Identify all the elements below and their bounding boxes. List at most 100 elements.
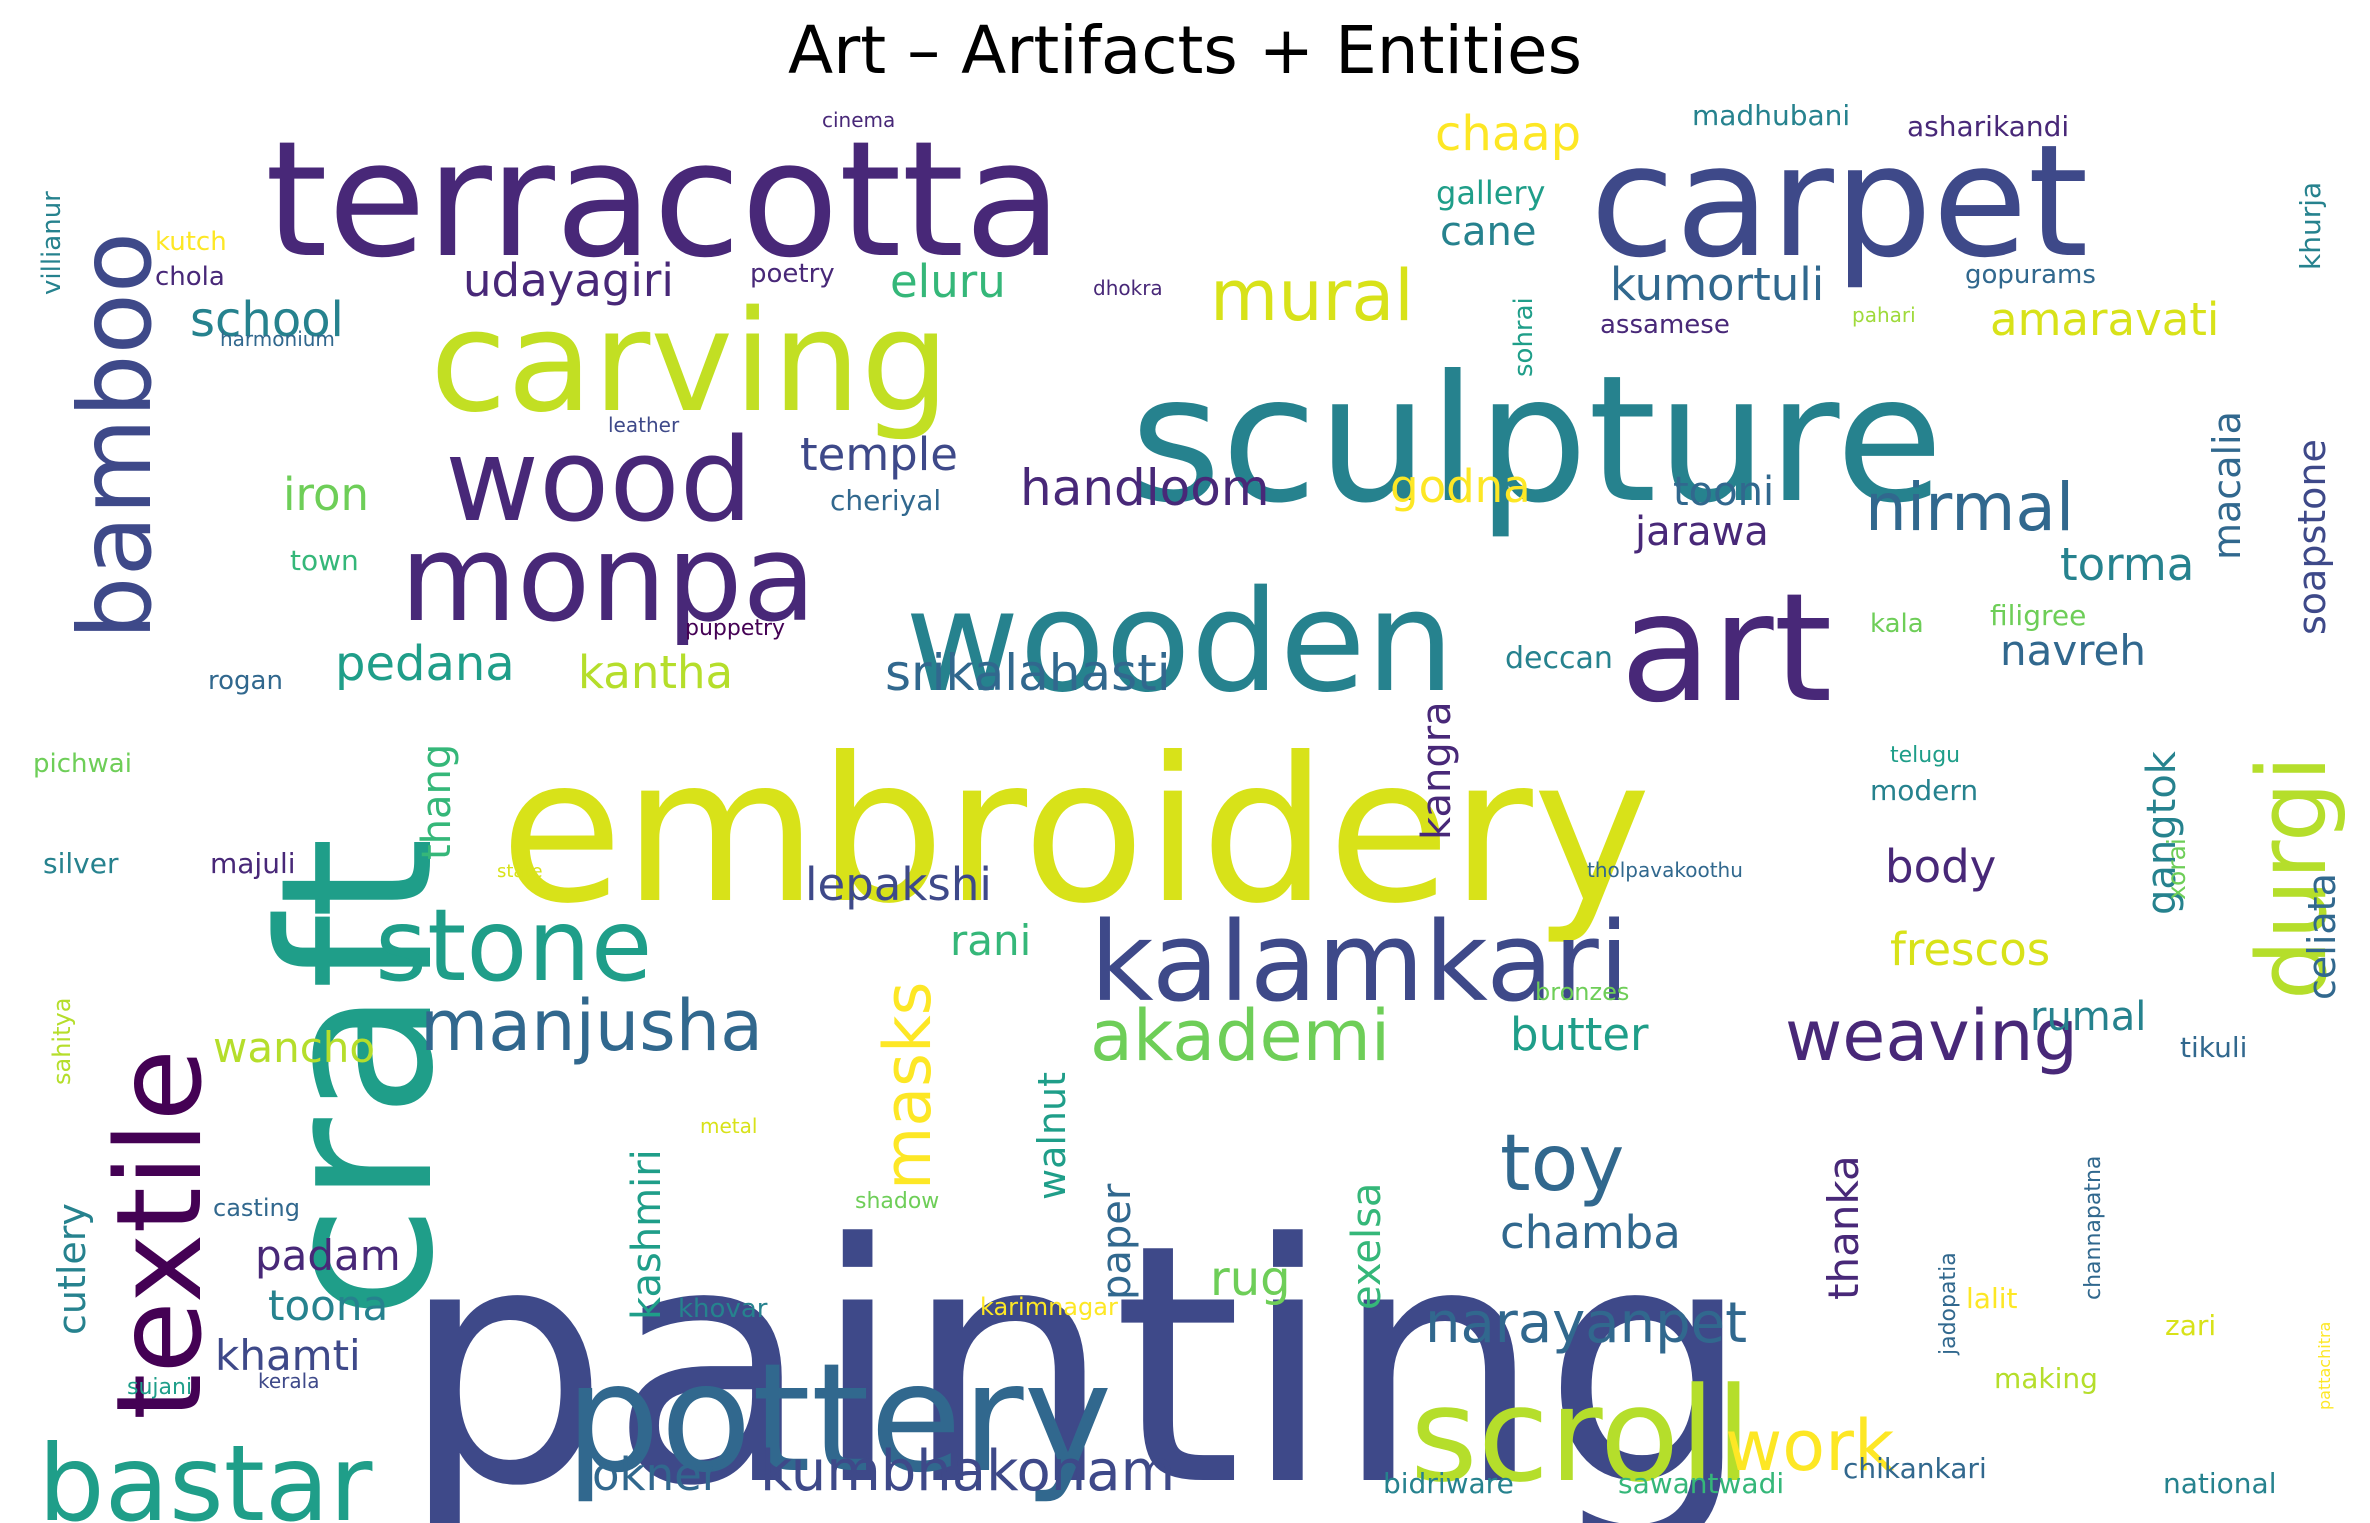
word-jadopatia: jadopatia [1936, 1252, 1961, 1356]
word-gangtok: gangtok [2139, 750, 2185, 915]
word-cutlery: cutlery [50, 1203, 94, 1335]
word-kala: kala [1870, 609, 1924, 639]
word-casting: casting [213, 1194, 300, 1222]
word-jarawa: jarawa [1634, 509, 1769, 555]
word-pahari: pahari [1852, 303, 1916, 327]
word-paper: paper [1094, 1183, 1140, 1300]
word-villianur: villianur [37, 191, 67, 295]
word-kutch: kutch [155, 227, 227, 257]
word-body: body [1885, 840, 1996, 893]
word-kangra: kangra [1414, 701, 1460, 840]
word-chikankari: chikankari [1843, 1452, 1987, 1485]
word-shadow: shadow [855, 1189, 939, 1214]
word-thanka: thanka [1819, 1155, 1868, 1300]
word-textile: textile [90, 1049, 228, 1420]
word-rani: rani [950, 916, 1031, 965]
word-art: art [1620, 562, 1832, 736]
word-thang: thang [414, 744, 460, 860]
word-puppetry: puppetry [685, 616, 785, 641]
word-bamboo: bamboo [57, 232, 174, 640]
word-handloom: handloom [1020, 459, 1270, 517]
word-lalit: lalit [1966, 1282, 2017, 1315]
word-state: state [497, 861, 543, 882]
word-carpet: carpet [1590, 111, 2088, 292]
word-iron: iron [283, 468, 369, 521]
word-khamti: khamti [215, 1331, 361, 1380]
word-exelsa: exelsa [1344, 1183, 1390, 1310]
word-sahitya: sahitya [48, 998, 76, 1085]
word-bidriware: bidriware [1383, 1467, 1514, 1500]
word-asharikandi: asharikandi [1907, 110, 2069, 143]
word-macalia: macalia [2205, 411, 2249, 560]
word-gallery: gallery [1436, 174, 1545, 212]
word-kantha: kantha [578, 646, 733, 699]
word-pichwai: pichwai [33, 749, 132, 779]
word-pottery: pottery [565, 1332, 1112, 1506]
word-sujani: sujani [127, 1375, 192, 1400]
word-wood: wood [445, 414, 753, 548]
word-tholpavakoothu: tholpavakoothu [1587, 858, 1743, 882]
word-modern: modern [1870, 774, 1978, 807]
word-narayanpet: narayanpet [1425, 1291, 1747, 1356]
word-manjusha: manjusha [420, 985, 763, 1067]
word-pattachitra: pattachitra [2315, 1322, 2334, 1410]
word-chamba: chamba [1500, 1206, 1681, 1259]
word-kerala: kerala [258, 1369, 319, 1393]
chart-title: Art – Artifacts + Entities [787, 12, 1583, 89]
word-rug: rug [1210, 1251, 1291, 1307]
word-chola: chola [155, 262, 225, 292]
word-school: school [190, 292, 344, 348]
word-harmonium: harmonium [220, 327, 335, 351]
word-assamese: assamese [1600, 310, 1730, 340]
word-temple: temple [800, 428, 958, 481]
word-gopurams: gopurams [1965, 260, 2096, 290]
word-rogan: rogan [208, 666, 283, 696]
word-udayagiri: udayagiri [463, 254, 674, 307]
word-deccan: deccan [1505, 641, 1613, 676]
word-craft: craft [235, 837, 480, 1320]
word-toona: toona [268, 1281, 388, 1330]
word-mural: mural [1210, 255, 1414, 337]
word-karimnagar: karimnagar [980, 1293, 1118, 1321]
word-torma: torma [2060, 538, 2194, 591]
word-butter: butter [1510, 1008, 1649, 1061]
word-soapstone: soapstone [2290, 439, 2334, 635]
word-cane: cane [1440, 209, 1536, 255]
word-scroll: scroll [1410, 1359, 1752, 1511]
word-silver: silver [43, 847, 119, 880]
word-stone: stone [375, 887, 652, 1004]
word-terracotta: terracotta [265, 106, 1062, 293]
word-navreh: navreh [2000, 626, 2146, 675]
word-making: making [1994, 1362, 2098, 1395]
word-sohrai: sohrai [1509, 297, 1539, 377]
word-xorai: xorai [2162, 838, 2191, 900]
word-kashmiri: kashmiri [624, 1149, 670, 1320]
word-painting: painting [400, 1174, 1752, 1523]
word-chaap: chaap [1435, 106, 1581, 162]
word-telugu: telugu [1890, 743, 1960, 768]
word-national: national [2163, 1467, 2276, 1500]
word-godna: godna [1390, 460, 1531, 513]
word-embroidery: embroidery [500, 715, 1651, 948]
word-walnut: walnut [1030, 1072, 1074, 1200]
word-wancho: wancho [213, 1023, 375, 1072]
word-dhokra: dhokra [1093, 276, 1163, 300]
word-leather: leather [608, 413, 680, 437]
word-weaving: weaving [1785, 995, 2078, 1077]
word-pedana: pedana [335, 636, 515, 692]
word-srikalahasti: srikalahasti [885, 644, 1171, 702]
word-bronzes: bronzes [1535, 978, 1629, 1006]
word-wooden: wooden [905, 561, 1455, 724]
word-frescos: frescos [1890, 923, 2050, 976]
word-padam: padam [255, 1231, 401, 1280]
word-madhubani: madhubani [1692, 99, 1850, 132]
word-channapatna: channapatna [2081, 1156, 2106, 1300]
word-sculpture: sculpture [1130, 339, 1943, 542]
word-poetry: poetry [750, 259, 835, 289]
word-kumortuli: kumortuli [1610, 258, 1824, 311]
word-carving: carving [430, 281, 950, 444]
word-eluru: eluru [890, 255, 1006, 308]
word-metal: metal [700, 1114, 757, 1138]
word-tooni: tooni [1673, 469, 1774, 515]
